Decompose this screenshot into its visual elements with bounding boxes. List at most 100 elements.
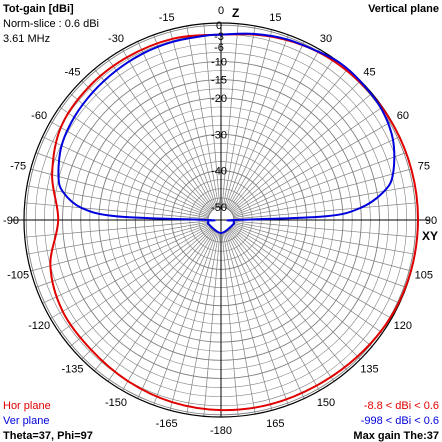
angle-tick-label: 120	[394, 320, 412, 332]
grid-spoke	[203, 232, 221, 417]
ver-plane-curve	[57, 32, 396, 235]
grid-spoke	[233, 152, 407, 216]
grid-spoke	[69, 228, 212, 347]
radial-tick-label: -50	[211, 202, 227, 214]
grid-spoke	[230, 228, 373, 347]
radial-tick-label: -40	[211, 166, 227, 178]
grid-spoke	[69, 93, 212, 212]
grid-spoke	[229, 228, 361, 360]
grid-spoke	[221, 23, 239, 208]
grid-spoke	[228, 230, 335, 382]
angle-tick-label: 105	[415, 269, 433, 281]
angle-tick-label: -165	[156, 418, 178, 430]
polar-grid	[12, 22, 430, 418]
grid-spoke	[203, 23, 221, 208]
radial-tick-label: -6	[214, 42, 224, 54]
grid-spoke	[232, 136, 400, 215]
radial-tick-label: -20	[211, 93, 227, 105]
angle-tick-label: 75	[418, 161, 430, 173]
angle-tick-label: -105	[7, 269, 29, 281]
angle-tick-label: -15	[159, 12, 175, 24]
grid-spoke	[26, 221, 209, 255]
angle-tick-label: -60	[31, 110, 47, 122]
angle-tick-label: 165	[266, 418, 284, 430]
grid-spoke	[186, 25, 220, 208]
grid-spoke	[226, 231, 305, 399]
series-layer	[49, 32, 420, 412]
grid-spoke	[232, 226, 392, 319]
grid-spoke	[107, 230, 214, 382]
grid-spoke	[81, 80, 213, 212]
xy-axis-label: XY	[422, 229, 438, 243]
grid-spoke	[35, 152, 209, 216]
angle-tick-label: -90	[3, 215, 19, 227]
angle-tick-label: 15	[269, 12, 281, 24]
grid-spoke	[169, 29, 218, 208]
grid-spoke	[94, 229, 213, 372]
grid-spoke	[226, 41, 305, 209]
angle-tick-label: -135	[61, 363, 83, 375]
grid-spoke	[227, 231, 320, 391]
grid-spoke	[228, 58, 335, 210]
grid-spoke	[232, 225, 400, 304]
hor-range-label: -8.8 < dBi < 0.6	[364, 400, 439, 412]
grid-spoke	[231, 227, 383, 334]
grid-spoke	[221, 232, 239, 417]
grid-spoke	[233, 202, 418, 220]
plane-label: Vertical plane	[368, 3, 439, 15]
radial-tick-label: -30	[211, 129, 227, 141]
grid-spoke	[233, 224, 407, 288]
grid-spoke	[122, 49, 215, 209]
grid-spoke	[30, 168, 209, 217]
grid-spoke	[232, 121, 392, 214]
angle-tick-label: -75	[10, 161, 26, 173]
grid-spoke	[233, 168, 412, 217]
norm-slice-label: Norm-slice : 0.6 dBi	[3, 18, 99, 30]
grid-spoke	[30, 223, 209, 272]
max-gain-label: Max gain The:37	[353, 430, 439, 442]
grid-spoke	[42, 225, 210, 304]
angle-tick-label: -30	[108, 33, 124, 45]
radial-tick-label: -10	[211, 57, 227, 69]
grid-spoke	[50, 121, 210, 214]
grid-spoke	[137, 41, 216, 209]
grid-spoke	[229, 80, 361, 212]
grid-spoke	[222, 232, 256, 415]
frequency-label: 3.61 MHz	[3, 33, 50, 45]
radial-tick-labels: 0-3-6 -10 -15 -20 -30 -40 -50	[211, 20, 227, 214]
ver-plane-legend: Ver plane	[3, 415, 49, 427]
grid-spoke	[229, 68, 348, 211]
grid-spoke	[59, 106, 211, 213]
grid-spoke	[231, 106, 383, 213]
grid-spoke	[35, 224, 209, 288]
ver-range-label: -998 < dBi < 0.6	[361, 415, 439, 427]
grid-spoke	[94, 68, 213, 211]
grid-spoke	[42, 136, 210, 215]
angle-tick-label: -180	[210, 425, 232, 437]
angle-tick-label: 135	[360, 363, 378, 375]
radial-tick-label: -3	[214, 31, 224, 43]
angle-tick-label: 30	[320, 33, 332, 45]
angle-tick-labels: -150153045607590105120135150165-180-165-…	[3, 5, 437, 437]
radial-tick-label: 0	[216, 20, 222, 32]
z-axis-label: Z	[232, 6, 239, 20]
angle-tick-label: 60	[397, 110, 409, 122]
grid-spoke	[230, 93, 373, 212]
grid-spoke	[137, 231, 216, 399]
grid-spoke	[222, 25, 256, 208]
angle-tick-label: -120	[28, 320, 50, 332]
radial-tick-label: -15	[211, 75, 227, 87]
grid-spoke	[24, 202, 209, 220]
angle-tick-label: -150	[105, 397, 127, 409]
grid-spoke	[153, 34, 217, 208]
grid-spoke	[186, 232, 220, 415]
angle-tick-label: 45	[363, 67, 375, 79]
grid-spoke	[233, 223, 412, 272]
grid-spoke	[26, 185, 209, 219]
angle-tick-label: 0	[218, 5, 224, 17]
grid-spoke	[81, 228, 213, 360]
chart-title: Tot-gain [dBi]	[3, 3, 74, 15]
grid-spoke	[225, 34, 289, 208]
grid-spoke	[122, 231, 215, 391]
grid-spoke	[50, 226, 210, 319]
